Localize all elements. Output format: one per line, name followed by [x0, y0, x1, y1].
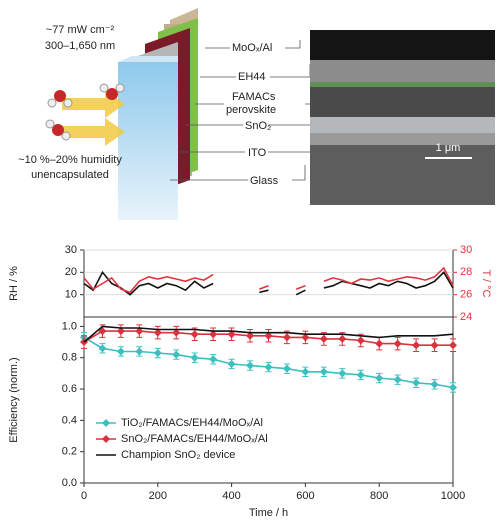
y-tick-label: 20 [65, 266, 77, 278]
y2-tick-label: 30 [460, 244, 472, 256]
y-tick-label: 0.0 [62, 477, 77, 489]
data-point [283, 365, 291, 373]
data-point [431, 380, 439, 388]
data-point [209, 355, 217, 363]
layer-label: MoOₓ/Al [232, 42, 272, 54]
light-arrows [46, 84, 125, 146]
wavelength-range: 300–1,650 nm [45, 40, 115, 52]
sem-image [310, 30, 495, 205]
data-point [135, 347, 143, 355]
layer-label: SnO₂ [245, 120, 271, 132]
series-line [84, 268, 453, 293]
y-axis-label: RH / % [8, 266, 20, 301]
x-tick-label: 600 [296, 490, 314, 502]
y-tick-label: 30 [65, 244, 77, 256]
y-tick-label: 10 [65, 289, 77, 301]
legend-marker [102, 419, 110, 427]
y2-tick-label: 28 [460, 266, 472, 278]
y-tick-label: 0.8 [62, 352, 77, 364]
data-point [449, 383, 457, 391]
humidity: ~10 %–20% humidity [18, 154, 122, 166]
x-tick-label: 800 [370, 490, 388, 502]
data-point [338, 369, 346, 377]
layer-label: ITO [248, 147, 267, 159]
data-point [172, 351, 180, 359]
legend-label: SnO₂/FAMACs/EH44/MoOₓ/Al [121, 433, 268, 445]
data-point [338, 335, 346, 343]
x-axis-label: Time / h [249, 507, 288, 519]
y2-tick-label: 26 [460, 289, 472, 301]
encapsulation: unencapsulated [31, 169, 109, 181]
light-intensity: ~77 mW cm⁻² [46, 24, 115, 36]
layer-label: EH44 [238, 71, 266, 83]
scale-bar-label: 1 μm [436, 142, 461, 154]
data-point [246, 362, 254, 370]
data-point [191, 354, 199, 362]
data-point [228, 360, 236, 368]
data-point [412, 379, 420, 387]
data-point [449, 341, 457, 349]
data-point [265, 363, 273, 371]
y2-tick-label: 24 [460, 311, 472, 323]
figure: ~77 mW cm⁻² 300–1,650 nm ~10 %–20% humid… [0, 0, 497, 523]
device-stack [118, 8, 198, 220]
legend-marker [102, 435, 110, 443]
data-point [394, 376, 402, 384]
data-point [98, 344, 106, 352]
data-point [320, 368, 328, 376]
y-axis-label: Efficiency (norm.) [8, 357, 20, 442]
data-point [412, 341, 420, 349]
y-tick-label: 0.4 [62, 414, 77, 426]
x-tick-label: 200 [149, 490, 167, 502]
data-point [357, 336, 365, 344]
y2-axis-label: T / °C [480, 269, 492, 297]
data-point [283, 333, 291, 341]
data-point [117, 347, 125, 355]
x-tick-label: 400 [222, 490, 240, 502]
x-tick-label: 1000 [441, 490, 465, 502]
data-point [154, 349, 162, 357]
x-tick-label: 0 [81, 490, 87, 502]
layer-label: FAMACs [232, 91, 276, 103]
data-point [375, 374, 383, 382]
data-point [375, 340, 383, 348]
layer-label: perovskite [226, 104, 276, 116]
plot-frame [84, 250, 453, 317]
figure-svg: ~77 mW cm⁻² 300–1,650 nm ~10 %–20% humid… [0, 0, 497, 523]
data-point [191, 330, 199, 338]
data-point [320, 335, 328, 343]
data-point [431, 341, 439, 349]
y-tick-label: 0.6 [62, 383, 77, 395]
legend-label: TiO₂/FAMACs/EH44/MoOₓ/Al [121, 417, 263, 429]
y-tick-label: 1.0 [62, 320, 77, 332]
data-point [357, 371, 365, 379]
legend-label: Champion SnO₂ device [121, 449, 235, 461]
data-point [301, 368, 309, 376]
series-line [84, 272, 453, 294]
layer-label: Glass [250, 175, 279, 187]
data-point [394, 340, 402, 348]
y-tick-label: 0.2 [62, 446, 77, 458]
